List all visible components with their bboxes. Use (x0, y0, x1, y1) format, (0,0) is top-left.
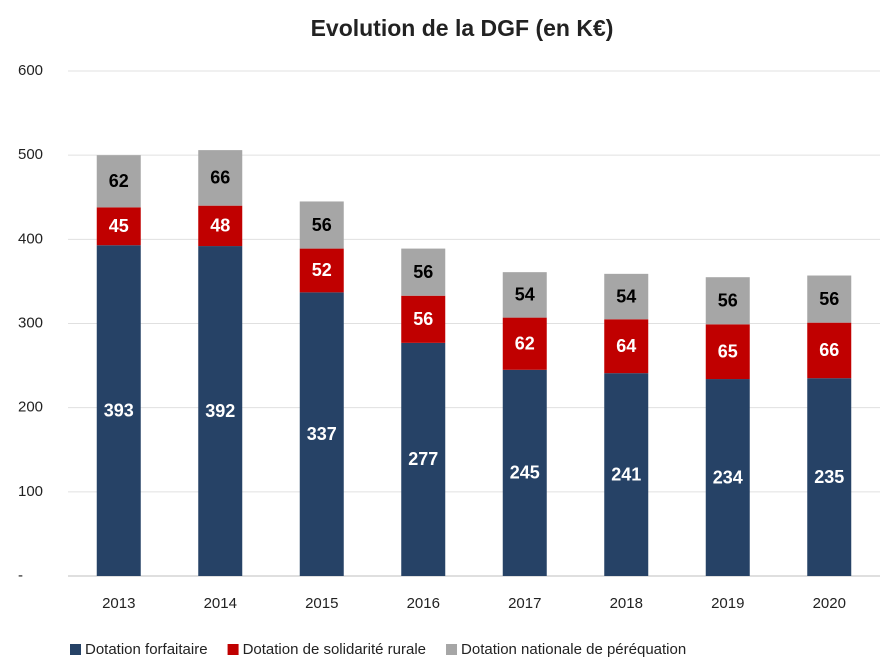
data-label: 48 (210, 216, 230, 236)
legend-swatch (70, 644, 81, 655)
bar-segment (96, 207, 141, 246)
y-tick-label: 200 (18, 399, 43, 416)
data-label: 66 (819, 340, 839, 360)
bar-segment (604, 373, 649, 576)
legend-label: Dotation de solidarité rurale (243, 641, 426, 658)
y-tick-label: 500 (18, 146, 43, 163)
x-tick-label: 2019 (711, 595, 744, 612)
bar-segment (96, 155, 141, 208)
legend-swatch (227, 644, 239, 655)
data-label: 393 (104, 400, 134, 420)
data-label: 54 (515, 285, 535, 305)
bar-segment (198, 205, 243, 247)
bar-segment (807, 275, 852, 323)
bar-segment (299, 201, 344, 249)
data-label: 235 (814, 467, 844, 487)
data-label: 64 (616, 336, 636, 356)
bar-segment (604, 319, 649, 374)
data-label: 56 (413, 309, 433, 329)
data-label: 66 (210, 168, 230, 188)
bar-segment (96, 245, 141, 576)
x-tick-label: 2015 (305, 595, 338, 612)
bar-segment (198, 246, 243, 577)
bar-segment (705, 324, 750, 380)
data-label: 62 (515, 333, 535, 353)
bar-segment (807, 378, 852, 576)
data-label: 45 (109, 216, 129, 236)
bar-segment (807, 322, 852, 379)
data-label: 54 (616, 286, 636, 306)
data-label: 245 (510, 463, 540, 483)
y-tick-label: - (18, 567, 23, 584)
data-label: 392 (205, 401, 235, 421)
bar-segment (705, 277, 750, 325)
data-label: 62 (109, 171, 129, 191)
data-label: 277 (408, 449, 438, 469)
bar-segment (502, 317, 547, 370)
x-tick-label: 2014 (204, 595, 237, 612)
data-label: 337 (307, 424, 337, 444)
bar-segment (604, 273, 649, 320)
bar-segment (299, 248, 344, 293)
bar-segment (299, 292, 344, 576)
bar-segment (401, 295, 446, 343)
x-tick-label: 2013 (102, 595, 135, 612)
legend-swatch (446, 644, 458, 655)
data-label: 52 (312, 260, 332, 280)
chart-title: Evolution de la DGF (en K€) (311, 15, 614, 41)
y-tick-label: 400 (18, 230, 43, 247)
bar-segment (401, 248, 446, 296)
y-tick-label: 600 (18, 62, 43, 79)
data-label: 56 (312, 215, 332, 235)
x-tick-label: 2020 (813, 595, 846, 612)
bar-segment (705, 379, 750, 576)
bar-segment (198, 150, 243, 206)
y-tick-label: 100 (18, 483, 43, 500)
x-tick-label: 2017 (508, 595, 541, 612)
y-tick-label: 300 (18, 314, 43, 331)
data-label: 56 (413, 262, 433, 282)
bar-segment (502, 272, 547, 318)
x-tick-label: 2018 (610, 595, 643, 612)
data-label: 65 (718, 341, 738, 361)
x-tick-label: 2016 (407, 595, 440, 612)
data-label: 56 (819, 289, 839, 309)
legend-label: Dotation nationale de péréquation (461, 641, 686, 658)
bar-segment (502, 369, 547, 576)
bar-segment (401, 342, 446, 576)
legend-label: Dotation forfaitaire (85, 641, 208, 658)
data-label: 56 (718, 291, 738, 311)
data-label: 241 (611, 464, 641, 484)
data-label: 234 (713, 467, 743, 487)
